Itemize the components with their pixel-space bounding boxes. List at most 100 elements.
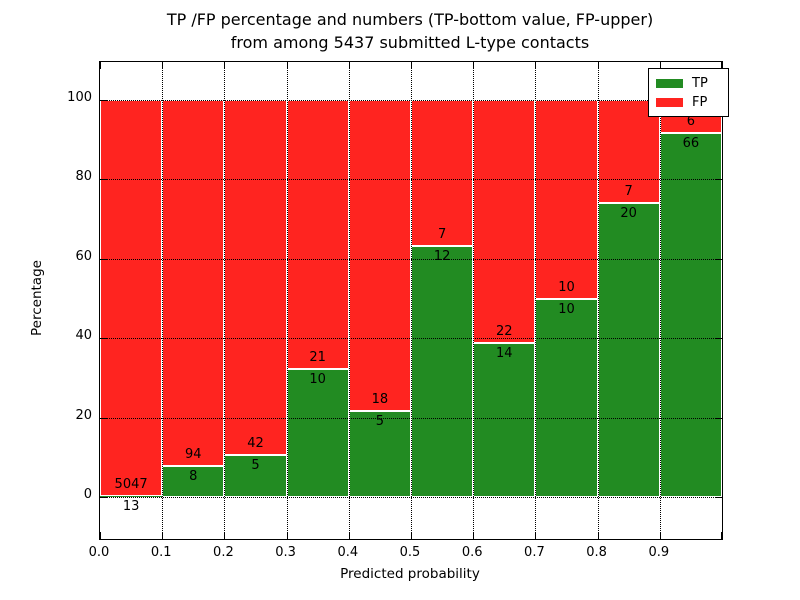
- y-tick-label: 80: [75, 169, 92, 185]
- fp-bar-segment: [411, 100, 474, 247]
- tp-count-label: 10: [558, 301, 575, 317]
- chart-title-line1: TP /FP percentage and numbers (TP-bottom…: [166, 10, 654, 29]
- tp-color-swatch: [656, 79, 683, 88]
- x-tick-mark-top: [286, 62, 288, 69]
- y-tick-mark: [100, 417, 107, 419]
- x-tick-label: 0.6: [461, 545, 483, 560]
- tp-count-label: 66: [682, 136, 700, 152]
- tp-count-label: 5: [251, 457, 260, 473]
- fp-bar-segment: [348, 100, 411, 411]
- x-tick-label: 0.5: [399, 545, 421, 560]
- tp-bar-segment: [535, 298, 598, 497]
- x-tick-mark: [411, 532, 412, 539]
- legend-label-fp: FP: [692, 95, 708, 110]
- y-tick-mark: [100, 100, 107, 101]
- x-tick-mark-top: [597, 62, 599, 69]
- fp-color-swatch: [656, 98, 683, 107]
- fp-count-label: 94: [185, 446, 202, 462]
- tp-bar-segment: [100, 495, 163, 498]
- x-tick-mark-top: [100, 62, 101, 69]
- tp-count-label: 20: [620, 205, 637, 221]
- y-tick-mark-right: [715, 179, 722, 181]
- x-tick-label: 0.9: [648, 545, 670, 560]
- fp-count-label: 22: [496, 323, 513, 339]
- y-tick-mark: [100, 179, 107, 181]
- tp-bar-segment: [597, 202, 660, 497]
- y-tick-label: 0: [83, 487, 92, 502]
- x-axis-label: Predicted probability: [340, 566, 480, 582]
- fp-bar-segment: [224, 100, 287, 455]
- fp-bar-segment: [473, 100, 536, 343]
- chart-title: TP /FP percentage and numbers (TP-bottom…: [99, 8, 721, 54]
- vertical-gridline: [162, 62, 164, 539]
- x-tick-label: 0.0: [88, 545, 110, 560]
- chart-title-line2: from among 5437 submitted L-type contact…: [230, 33, 590, 52]
- y-axis-label: Percentage: [29, 260, 45, 336]
- x-tick-label: 0.3: [275, 545, 296, 560]
- x-tick-mark: [473, 532, 475, 539]
- tp-bar-segment: [224, 454, 287, 497]
- x-tick-mark-top: [348, 62, 350, 69]
- tp-bar-segment: [659, 133, 722, 497]
- vertical-gridline: [473, 62, 475, 539]
- fp-bar-segment: [162, 100, 225, 466]
- x-tick-mark: [286, 532, 288, 539]
- vertical-gridline: [535, 62, 537, 539]
- x-tick-label: 0.2: [213, 545, 234, 560]
- tp-count-label: 13: [122, 498, 140, 514]
- fp-count-label: 42: [247, 435, 264, 451]
- vertical-gridline: [659, 62, 661, 539]
- legend-label-tp: TP: [692, 76, 708, 91]
- fp-bar-segment: [100, 100, 163, 496]
- y-tick-label: 20: [75, 407, 92, 423]
- tp-count-label: 8: [189, 468, 198, 484]
- fp-count-label: 18: [371, 391, 389, 407]
- x-tick-mark: [659, 532, 661, 539]
- y-tick-mark-right: [715, 417, 722, 419]
- x-tick-mark: [162, 532, 164, 539]
- x-tick-mark-top: [535, 62, 537, 69]
- fp-bar-segment: [286, 100, 349, 369]
- y-tick-mark-right: [715, 258, 722, 260]
- x-tick-mark: [535, 532, 537, 539]
- x-tick-mark-top: [224, 62, 226, 69]
- tp-count-label: 14: [496, 345, 513, 361]
- x-tick-label: 0.7: [524, 545, 545, 560]
- tp-bar-segment: [473, 342, 536, 497]
- x-tick-label: 0.1: [150, 545, 172, 560]
- x-tick-mark: [721, 532, 722, 539]
- y-tick-mark-right: [715, 497, 722, 498]
- vertical-gridline: [597, 62, 599, 539]
- vertical-gridline: [286, 62, 288, 539]
- fp-count-label: 7: [437, 227, 447, 243]
- fp-count-label: 5047: [114, 476, 148, 492]
- tp-bar-segment: [286, 368, 349, 497]
- legend-item-fp: FP: [656, 93, 722, 112]
- fp-bar-segment: [535, 100, 598, 299]
- x-tick-label: 0.8: [586, 545, 607, 560]
- plot-area: TP FP 5047 13 94 8 42 5 21 10 18 5 7 12 22 14 10 10 7 20 6…: [99, 61, 729, 540]
- x-tick-mark-top: [411, 62, 412, 69]
- tp-count-label: 12: [433, 249, 451, 265]
- fp-count-label: 6: [686, 114, 696, 130]
- legend: TP FP: [648, 68, 729, 117]
- x-tick-mark-top: [659, 62, 661, 69]
- vertical-gridline: [224, 62, 226, 539]
- x-tick-mark-top: [473, 62, 475, 69]
- x-tick-mark: [348, 532, 350, 539]
- fp-count-label: 7: [624, 183, 633, 199]
- y-tick-label: 40: [75, 328, 92, 344]
- vertical-gridline: [348, 62, 350, 539]
- y-tick-mark-right: [715, 338, 722, 340]
- y-tick-mark: [100, 497, 107, 498]
- y-tick-mark: [100, 258, 107, 260]
- x-tick-mark: [100, 532, 101, 539]
- vertical-gridline: [411, 62, 412, 539]
- x-tick-label: 0.4: [337, 545, 359, 560]
- y-tick-label: 60: [75, 248, 92, 264]
- y-tick-mark: [100, 338, 107, 340]
- legend-item-tp: TP: [656, 74, 722, 93]
- tp-count-label: 10: [309, 371, 326, 387]
- fp-count-label: 10: [558, 279, 575, 295]
